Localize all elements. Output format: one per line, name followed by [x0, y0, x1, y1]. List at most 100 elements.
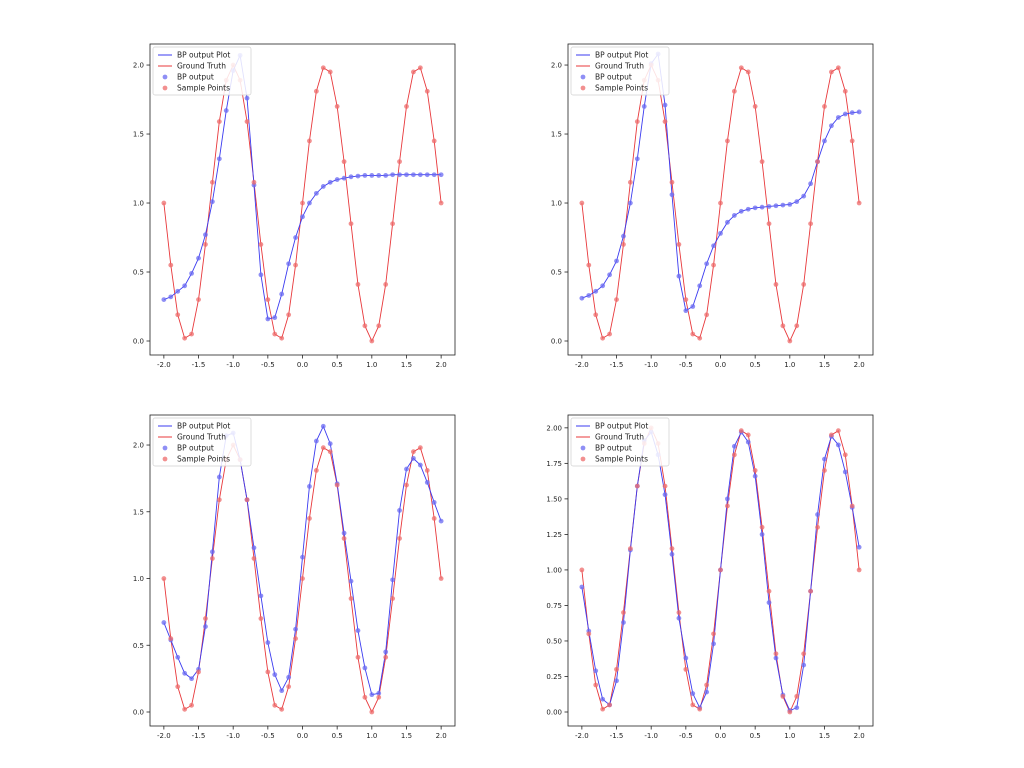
sample-point — [362, 694, 368, 700]
sample-point — [780, 323, 786, 329]
sample-point — [704, 312, 710, 318]
bp-output-point — [355, 628, 361, 633]
chart-1: -2.0 -1.5 -1.0 -0.5 0.0 0.5 1.0 1.5 2.0 0.0 0.5 1.0… — [133, 43, 456, 369]
bp-output-point — [424, 480, 430, 485]
legend-label: Sample Points — [177, 455, 230, 464]
x-tick-label: 1.5 — [401, 361, 412, 369]
sample-point — [424, 88, 430, 94]
bp-output-point — [286, 674, 292, 680]
legend-bp-marker-swatch — [580, 445, 586, 451]
bp-output-point — [411, 172, 416, 178]
sample-point — [607, 702, 612, 708]
legend-label: BP output Plot — [177, 51, 230, 60]
bp-output-point — [265, 316, 271, 322]
bp-output-point — [313, 438, 319, 444]
bp-output-point — [216, 156, 222, 162]
legend-sample-marker-swatch — [162, 456, 168, 462]
sample-point — [600, 706, 606, 712]
legend: BP output Plot Ground Truth BP output Sampl… — [570, 417, 670, 467]
x-tick-label: -2.0 — [575, 361, 589, 369]
sample-point — [300, 576, 305, 581]
bp-output-point — [341, 175, 347, 181]
y-tick-label: 1.0 — [551, 200, 562, 208]
sample-point — [745, 432, 751, 438]
bp-output-point — [766, 204, 772, 209]
legend-label: Sample Points — [595, 455, 648, 464]
sample-point — [348, 221, 354, 227]
sample-point — [697, 335, 703, 341]
bp-output-point — [411, 455, 416, 461]
bp-output-point — [203, 624, 208, 629]
bp-output-point — [801, 662, 807, 668]
bp-output-point — [383, 649, 389, 655]
sample-point — [175, 312, 181, 318]
bp-output-point — [773, 203, 779, 209]
bp-output-point — [614, 258, 619, 264]
y-tick-label: 2.0 — [133, 62, 144, 70]
legend-label: Ground Truth — [177, 62, 226, 71]
legend: BP output Plot Ground Truth BP output Sampl… — [152, 417, 252, 467]
sample-point — [182, 706, 188, 712]
sample-point — [293, 262, 298, 268]
bp-output-point — [348, 174, 354, 180]
bp-output-point — [822, 456, 827, 462]
sample-point — [787, 338, 793, 344]
y-tick-label: 0.00 — [546, 709, 562, 717]
sample-point — [801, 651, 807, 657]
legend-sample-marker-swatch — [162, 85, 168, 91]
legend-label: Ground Truth — [595, 62, 644, 71]
sample-point — [431, 138, 437, 144]
bp-output-point — [196, 255, 201, 261]
bp-output-point — [808, 181, 814, 187]
sample-point — [759, 159, 765, 165]
x-tick-label: -1.5 — [192, 361, 206, 369]
sample-point — [265, 669, 271, 675]
y-tick-label: 1.0 — [133, 200, 144, 208]
bp-output-point — [307, 484, 312, 489]
sample-point — [203, 616, 208, 621]
sample-point — [272, 331, 278, 337]
sample-point — [745, 69, 751, 75]
sample-point — [856, 200, 862, 206]
sample-point — [438, 576, 444, 581]
sample-point — [327, 449, 333, 455]
bp-output-point — [431, 172, 437, 178]
sample-point — [711, 631, 716, 637]
bp-output-point — [355, 173, 361, 179]
bp-output-point — [829, 123, 834, 129]
sample-point — [161, 200, 167, 206]
legend-label: Ground Truth — [177, 433, 226, 442]
sample-point — [829, 432, 834, 438]
legend-box — [152, 417, 252, 467]
legend: BP output Plot Ground Truth BP output Sampl… — [152, 46, 252, 96]
x-tick-label: 0.0 — [297, 732, 308, 740]
bp-output-point — [731, 443, 737, 449]
bp-output-point — [168, 294, 174, 300]
x-tick-label: 1.0 — [784, 361, 795, 369]
bp-output-point — [182, 670, 188, 676]
sample-point — [244, 497, 250, 503]
legend-label: BP output — [177, 73, 214, 82]
x-tick-label: -2.0 — [575, 732, 589, 740]
sample-point — [614, 297, 619, 303]
bp-output-point — [725, 219, 730, 225]
legend-label: Sample Points — [595, 84, 648, 93]
bp-output-point — [327, 179, 333, 185]
bp-output-point — [662, 102, 668, 108]
y-tick-label: 0.5 — [133, 642, 144, 650]
sample-point — [341, 159, 347, 165]
bp-output-point — [438, 518, 444, 524]
x-tick-label: 1.5 — [819, 732, 830, 740]
sample-point — [690, 702, 696, 708]
sample-point — [424, 467, 430, 473]
sample-point — [341, 536, 347, 541]
sample-point — [669, 546, 675, 552]
bp-output-point — [189, 270, 194, 276]
legend-label: BP output — [177, 444, 214, 453]
bp-output-point — [293, 235, 298, 240]
bp-output-point — [286, 261, 292, 267]
bp-output-point — [704, 689, 710, 695]
sample-point — [279, 335, 285, 341]
sample-point — [334, 104, 340, 109]
bp-output-point — [334, 177, 340, 182]
